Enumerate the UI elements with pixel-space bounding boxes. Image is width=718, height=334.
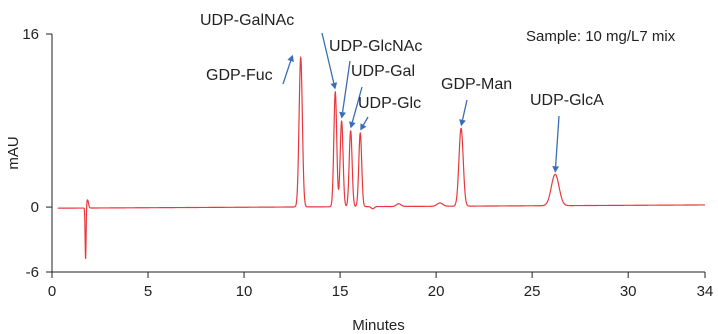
- peak-label: UDP-GalNAc: [200, 12, 294, 29]
- chromatogram-trace: [57, 55, 705, 259]
- peak-label: UDP-GlcA: [530, 92, 604, 109]
- peak-label: UDP-Gal: [351, 63, 415, 80]
- peak-arrow: [552, 115, 560, 173]
- x-tick-label: 30: [620, 283, 637, 300]
- peak-annotations: GDP-Fuc UDP-GalNAc UDP-GlcNAc UDP-Gal UDP-Gl…: [200, 12, 604, 173]
- peak-arrow: [349, 86, 363, 129]
- y-axis-ticks: -6 0 16: [22, 26, 52, 281]
- peak-arrow: [282, 54, 294, 85]
- x-axis-label: Minutes: [352, 317, 405, 334]
- peak-label: GDP-Fuc: [206, 67, 273, 84]
- sample-label: Sample: 10 mg/L7 mix: [526, 28, 676, 45]
- peak-label: UDP-GlcNAc: [329, 38, 422, 55]
- x-axis-ticks: 0 5 10 15 20 25 30 34: [48, 272, 714, 300]
- x-tick-label: 0: [48, 283, 56, 300]
- peak-arrow: [339, 60, 351, 119]
- x-tick-label: 10: [236, 283, 253, 300]
- axes-layer: 0 5 10 15 20 25 30 34 -6 0 16: [22, 26, 713, 300]
- x-tick-label: 15: [332, 283, 349, 300]
- y-tick-label: 0: [31, 199, 39, 216]
- y-axis-label: mAU: [5, 136, 22, 169]
- peak-arrow: [360, 116, 369, 131]
- peak-arrow: [459, 99, 468, 127]
- y-tick-label: 16: [22, 26, 39, 43]
- x-tick-label: 20: [428, 283, 445, 300]
- y-tick-label: -6: [26, 264, 39, 281]
- peak-label: GDP-Man: [441, 76, 512, 93]
- peak-arrow: [321, 32, 338, 90]
- x-tick-label: 25: [524, 283, 541, 300]
- peak-label: UDP-Glc: [358, 95, 421, 112]
- x-tick-label: 34: [697, 283, 714, 300]
- x-tick-label: 5: [144, 283, 152, 300]
